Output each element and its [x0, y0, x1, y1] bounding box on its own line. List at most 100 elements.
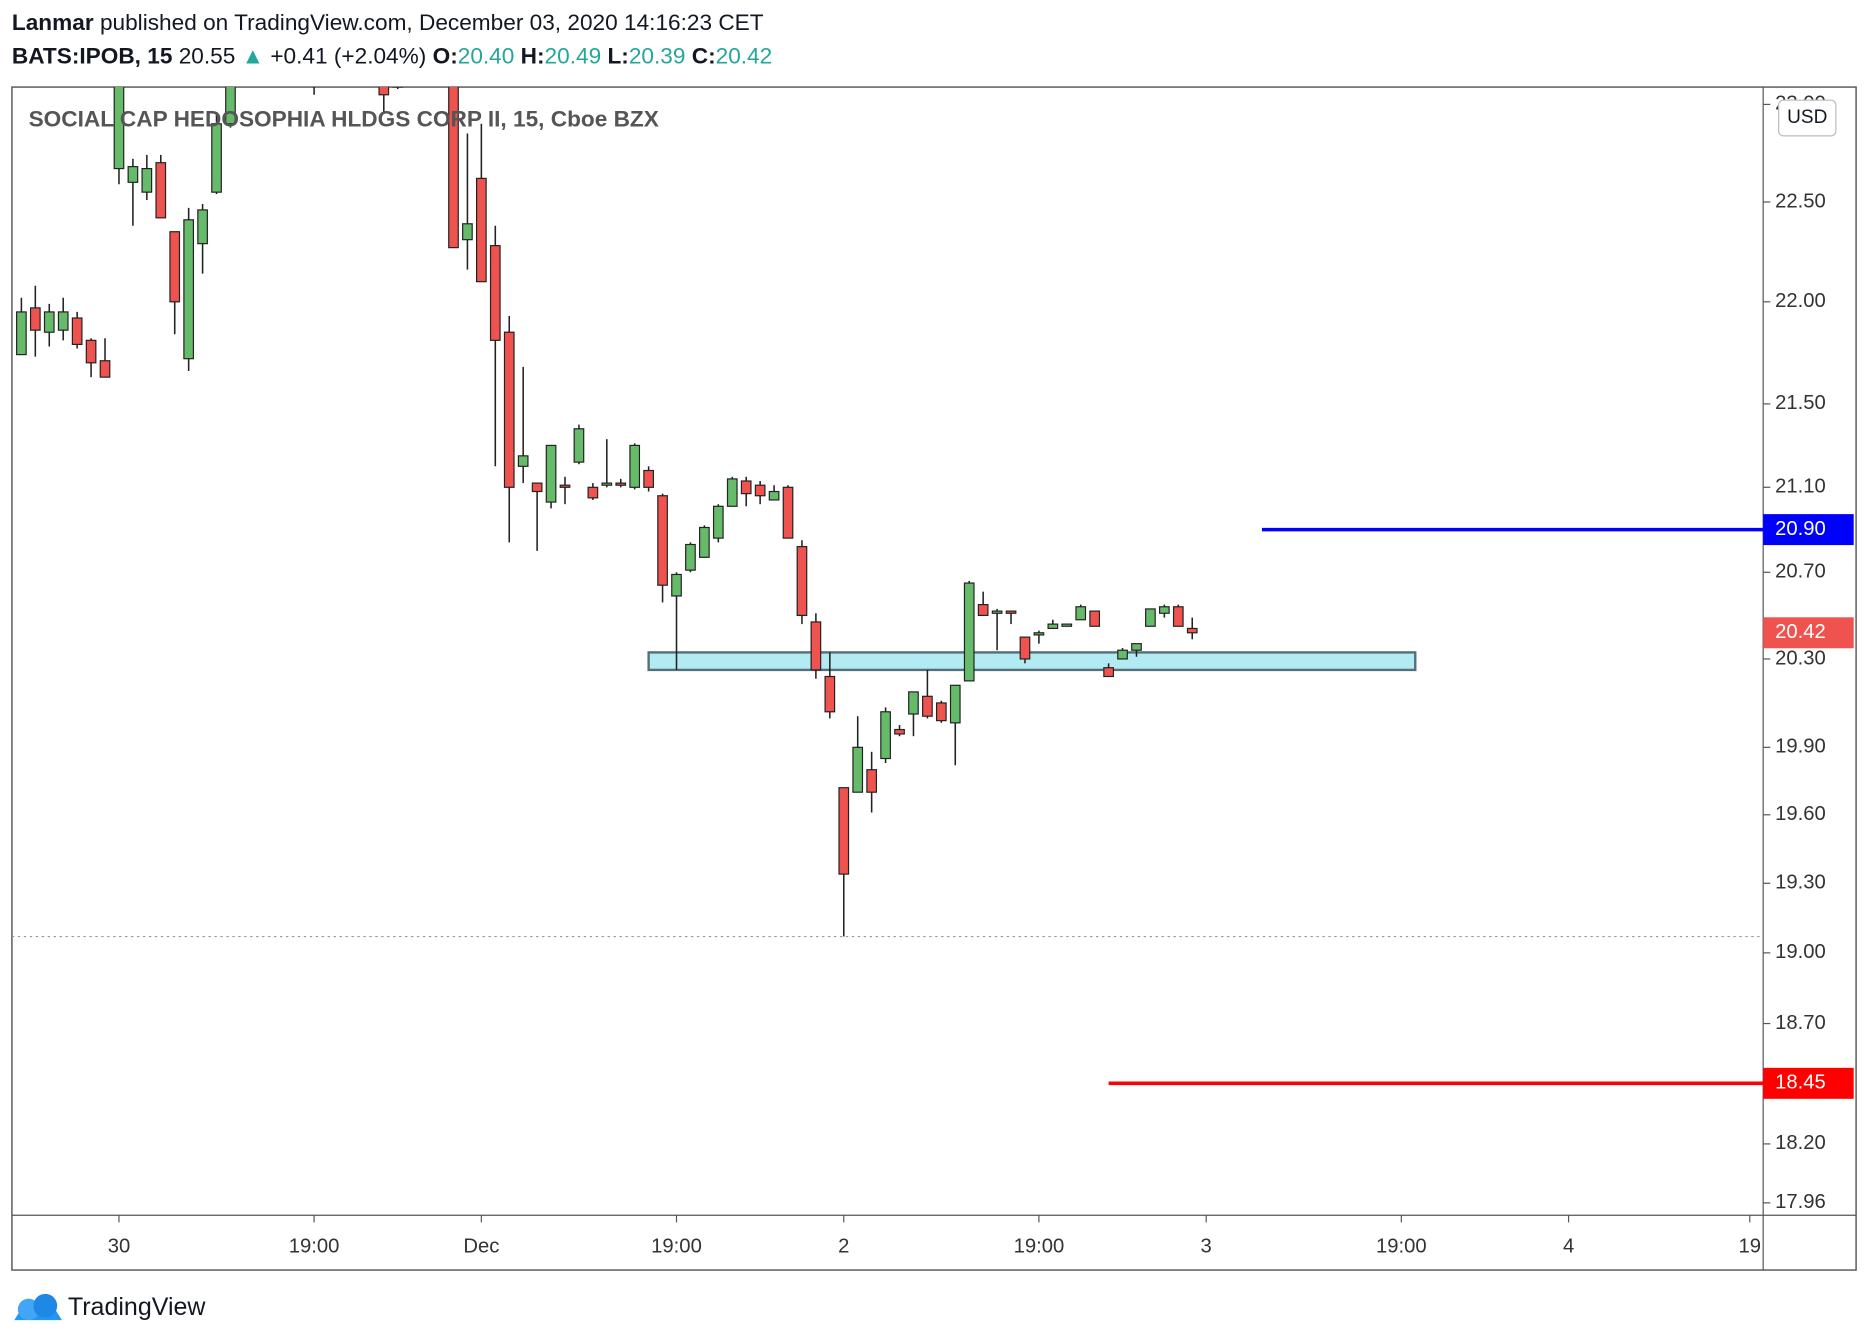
candle-body — [754, 484, 766, 497]
author: Lanmar — [12, 10, 94, 35]
candle-body — [155, 162, 167, 219]
candle-body — [810, 621, 822, 671]
candle-body — [782, 486, 794, 539]
h-value: 20.49 — [545, 43, 602, 68]
candle-body — [949, 684, 961, 724]
chart-frame — [11, 86, 1857, 1271]
h-label: H: — [521, 43, 545, 68]
price-axis: 23.0022.5022.0021.5021.1020.7020.3019.90… — [1763, 93, 1854, 1213]
publish-line: Lanmar published on TradingView.com, Dec… — [12, 10, 764, 35]
candle-body — [489, 245, 501, 341]
candle-body — [643, 469, 654, 488]
last-price-box — [1763, 617, 1854, 649]
x-tick-label: Dec — [463, 1236, 499, 1258]
candle-body — [43, 311, 55, 333]
candle-body — [629, 444, 641, 488]
candle-body — [183, 219, 195, 360]
price: 20.55 — [179, 43, 236, 68]
y-tick-label: 21.10 — [1775, 476, 1826, 498]
price-label: 20.90 — [1775, 518, 1826, 540]
y-tick-label: 20.70 — [1775, 561, 1826, 583]
y-tick-label: 18.70 — [1775, 1012, 1826, 1034]
last-price-label: 20.42 — [1775, 621, 1826, 643]
currency-button[interactable] — [1778, 99, 1837, 137]
o-label: O: — [433, 43, 458, 68]
candle-body — [85, 339, 97, 364]
candle-body — [768, 490, 780, 501]
candle-body — [852, 746, 864, 793]
chart-title: SOCIAL CAP HEDOSOPHIA HLDGS CORP II, 15,… — [29, 106, 659, 131]
candle-body — [740, 480, 752, 495]
candle-body — [531, 482, 543, 493]
y-tick-label: 19.00 — [1775, 941, 1826, 963]
candle-body — [1103, 667, 1114, 678]
candle-body — [991, 610, 1003, 614]
support-zone — [647, 651, 1417, 672]
x-tick-label: 19:00 — [1014, 1236, 1065, 1258]
candle-body — [1075, 606, 1087, 621]
candle-body — [587, 486, 599, 499]
y-tick-label: 22.00 — [1775, 290, 1826, 312]
candle-body — [908, 691, 919, 715]
published: published on TradingView.com, December 0… — [100, 10, 764, 35]
candle-body — [1089, 610, 1101, 627]
y-tick-label: 18.20 — [1775, 1132, 1826, 1154]
candle-body — [1172, 606, 1184, 627]
x-tick-label: 2 — [838, 1236, 849, 1258]
currency[interactable]: USD — [1787, 107, 1827, 128]
y-tick-label: 19.60 — [1775, 803, 1826, 825]
l-value: 20.39 — [629, 43, 686, 68]
candle-body — [16, 311, 27, 356]
candle-body — [57, 311, 69, 331]
y-tick-labels: 23.0022.5022.0021.5021.1020.7020.3019.90… — [1775, 93, 1826, 1213]
y-tick-label: 22.50 — [1775, 190, 1826, 212]
candle-body — [977, 604, 989, 617]
c-value: 20.42 — [716, 43, 773, 68]
candle-body — [169, 231, 181, 303]
y-tick-label: 20.30 — [1775, 647, 1826, 669]
candle-body — [211, 123, 222, 193]
candle-body — [1131, 643, 1142, 651]
candle-body — [838, 787, 850, 875]
candle-body — [503, 331, 515, 488]
y-tick-label: 17.96 — [1775, 1191, 1826, 1213]
candle-body — [559, 484, 571, 488]
candle-body — [392, 87, 404, 88]
y-tick-label: 21.50 — [1775, 392, 1826, 414]
candle-body — [1005, 610, 1017, 614]
quote-line: BATS:IPOB, 15 20.55 ▲ +0.41 (+2.04%) O:2… — [12, 43, 772, 68]
x-tick-label: 3 — [1201, 1236, 1212, 1258]
x-tick-label: 19 — [1739, 1236, 1762, 1258]
candle-body — [894, 728, 905, 735]
arrow: ▲ — [242, 43, 264, 68]
price-label-box — [1763, 514, 1854, 546]
candle-body — [545, 444, 557, 503]
candle-body — [699, 526, 710, 558]
x-tick-label: 19:00 — [651, 1236, 702, 1258]
candle-body — [866, 769, 878, 793]
price-label: 18.45 — [1775, 1072, 1826, 1094]
brand-logo — [14, 1293, 62, 1321]
candle-body — [141, 167, 153, 193]
y-tick-label: 19.30 — [1775, 872, 1826, 894]
candle-body — [685, 543, 696, 571]
candle-body — [1033, 632, 1045, 636]
candle-body — [127, 166, 139, 183]
price-label-box — [1763, 1067, 1854, 1099]
candle-body — [796, 546, 808, 617]
candle-body — [1158, 606, 1170, 614]
candle-body — [963, 582, 975, 682]
x-tick-label: 30 — [108, 1236, 131, 1258]
symbol: BATS:IPOB, 15 — [12, 43, 173, 68]
candle-body — [476, 177, 487, 283]
candle-body — [462, 223, 473, 241]
candle-body — [922, 695, 933, 717]
candle-body — [29, 307, 41, 331]
candle-body — [225, 87, 236, 125]
c-label: C: — [692, 43, 716, 68]
candle-body — [1047, 623, 1059, 630]
candle-body — [1145, 608, 1156, 627]
candle-body — [824, 675, 836, 713]
x-tick-label: 19:00 — [289, 1236, 340, 1258]
